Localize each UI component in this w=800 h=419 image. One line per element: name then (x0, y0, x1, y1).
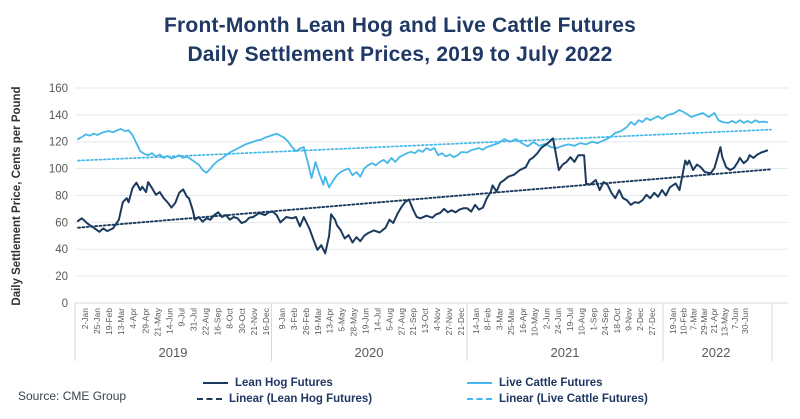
x-tick-label: 22-Aug (201, 308, 211, 336)
x-tick-label: 21-Dec (456, 307, 466, 335)
x-tick-label: 16-Sep (213, 308, 223, 336)
legend-item-live-cattle: Live Cattle Futures (467, 376, 603, 390)
live-cattle-futures-line (77, 109, 768, 189)
y-tick-label: 80 (55, 190, 68, 202)
y-tick-label: 60 (55, 217, 68, 229)
year-label: 2019 (159, 345, 188, 360)
x-tick-label: 21-May (152, 307, 162, 336)
x-tick-label: 10-May (530, 307, 540, 336)
x-tick-label: 1-Sep (588, 308, 598, 331)
x-tick-label: 8-Oct (225, 307, 235, 328)
x-tick-label: 7-Mar (689, 308, 699, 330)
x-tick-label: 19-Jun (361, 308, 371, 334)
x-tick-label: 21-Sep (408, 308, 418, 336)
x-tick-label: 13-Apr (325, 308, 335, 334)
x-tick-label: 16-Dec (261, 307, 271, 335)
x-tick-label: 9-Jan (277, 308, 287, 330)
x-tick-label: 16-Apr (518, 308, 528, 334)
linear-lean-hog-swatch (197, 398, 222, 400)
y-tick-label: 140 (49, 110, 68, 122)
x-tick-label: 28-May (349, 307, 359, 336)
x-tick-label: 29-Mar (699, 308, 709, 335)
x-tick-label: 14-Jul (372, 308, 382, 331)
x-tick-label: 5-Aug (384, 308, 394, 331)
x-tick-label: 7-Jun (730, 308, 740, 330)
y-tick-label: 20 (55, 271, 68, 283)
x-tick-label: 19-Jul (565, 308, 575, 331)
y-tick-label: 40 (55, 244, 68, 256)
x-tick-label: 9-Jul (176, 308, 186, 327)
legend-label-live-cattle: Live Cattle Futures (499, 377, 603, 389)
x-tick-label: 24-Jun (553, 308, 563, 334)
x-tick-label: 5-May (337, 307, 347, 331)
x-tick-label: 27-Aug (396, 308, 406, 336)
x-tick-label: 13-Mar (116, 308, 126, 335)
x-tick-label: 2-Jan (80, 308, 90, 330)
legend-item-linear-live-cattle: Linear (Live Cattle Futures) (467, 392, 648, 406)
x-tick-label: 13-Oct (420, 307, 430, 333)
x-tick-label: 30-Oct (237, 307, 247, 333)
chart-title-line2: Daily Settlement Prices, 2019 to July 20… (187, 43, 613, 67)
linear-lean-hog-futures-line (77, 168, 772, 229)
x-tick-label: 2-Jun (541, 308, 551, 330)
legend-label-lean-hog: Lean Hog Futures (235, 377, 333, 389)
x-tick-label: 14-Jun (164, 308, 174, 334)
x-tick-label: 14-Jan (471, 308, 481, 334)
x-tick-label: 25-Mar (506, 308, 516, 335)
source-note: Source: CME Group (18, 389, 127, 403)
lean-hog-futures-line (77, 137, 769, 255)
x-tick-label: 21-Nov (249, 307, 259, 335)
y-tick-label: 100 (49, 164, 68, 176)
year-label: 2022 (702, 345, 731, 360)
x-tick-label: 9-Nov (623, 307, 633, 330)
linear-live-cattle-futures-line (77, 128, 772, 162)
x-tick-label: 3-Feb (289, 308, 299, 330)
x-tick-label: 25-Jan (92, 308, 102, 334)
year-label: 2021 (551, 345, 580, 360)
linear-live-cattle-swatch (467, 398, 492, 400)
x-tick-label: 30-Jun (740, 308, 750, 334)
x-tick-label: 21-Apr (709, 308, 719, 334)
x-tick-label: 18-Oct (612, 307, 622, 333)
x-tick-label: 31-Jul (189, 308, 199, 331)
lean-hog-line-swatch (203, 382, 228, 384)
x-tick-label: 3-Mar (494, 308, 504, 330)
x-tick-label: 29-Apr (140, 308, 150, 334)
chart-title-line1: Front-Month Lean Hog and Live Cattle Fut… (164, 14, 636, 37)
y-tick-label: 0 (62, 298, 68, 310)
x-tick-label: 10-Feb (678, 308, 688, 335)
legend-label-linear-lean-hog: Linear (Lean Hog Futures) (229, 393, 373, 405)
year-label: 2020 (355, 345, 384, 360)
live-cattle-line-swatch (467, 382, 492, 384)
x-tick-label: 27-Nov (444, 307, 454, 335)
chart-title: Front-Month Lean Hog and Live Cattle Fut… (0, 11, 800, 70)
x-tick-label: 13-May (720, 307, 730, 336)
legend-label-linear-live-cattle: Linear (Live Cattle Futures) (499, 393, 648, 405)
x-tick-label: 19-Mar (313, 308, 323, 335)
legend-item-lean-hog: Lean Hog Futures (203, 376, 333, 390)
x-tick-label: 19-Jan (668, 308, 678, 334)
x-tick-label: 27-Dec (647, 307, 657, 335)
legend-item-linear-lean-hog: Linear (Lean Hog Futures) (197, 392, 372, 406)
x-tick-label: 8-Feb (483, 308, 493, 330)
x-tick-label: 24-Sep (600, 308, 610, 336)
y-tick-label: 160 (49, 83, 68, 95)
x-tick-label: 4-Apr (128, 308, 138, 329)
x-tick-label: 10-Aug (577, 308, 587, 336)
x-tick-label: 19-Feb (104, 308, 114, 335)
x-tick-label: 2-Dec (635, 307, 645, 330)
x-tick-label: 4-Nov (432, 307, 442, 330)
x-tick-label: 26-Feb (301, 308, 311, 335)
y-tick-label: 120 (49, 137, 68, 149)
